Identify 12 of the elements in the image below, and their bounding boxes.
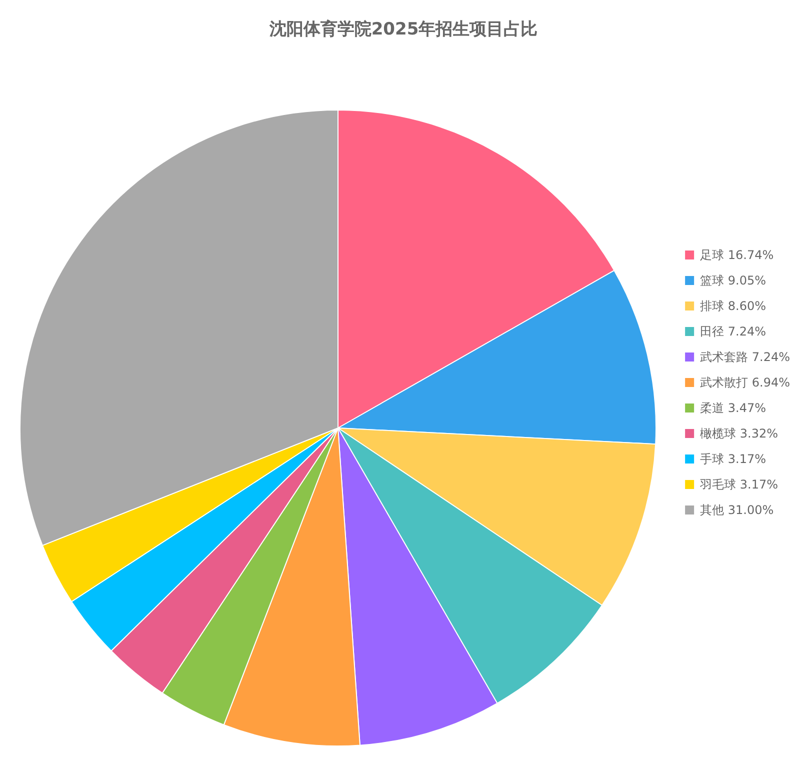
legend-label: 羽毛球 3.17% xyxy=(699,478,778,492)
legend-label: 武术散打 6.94% xyxy=(700,376,790,390)
legend-label: 橄榄球 3.32% xyxy=(700,426,778,440)
legend-label: 其他 31.00% xyxy=(700,503,774,517)
legend-label: 手球 3.17% xyxy=(700,452,766,466)
legend-label: 排球 8.60% xyxy=(700,299,766,313)
legend-label: 足球 16.74% xyxy=(700,248,774,262)
legend-label: 田径 7.24% xyxy=(700,324,766,338)
legend-label: 武术套路 7.24% xyxy=(700,350,790,364)
chart-title: 沈阳体育学院2025年招生项目占比 xyxy=(268,18,538,40)
legend-label: 篮球 9.05% xyxy=(700,274,766,288)
legend-label: 柔道 3.47% xyxy=(700,401,766,415)
